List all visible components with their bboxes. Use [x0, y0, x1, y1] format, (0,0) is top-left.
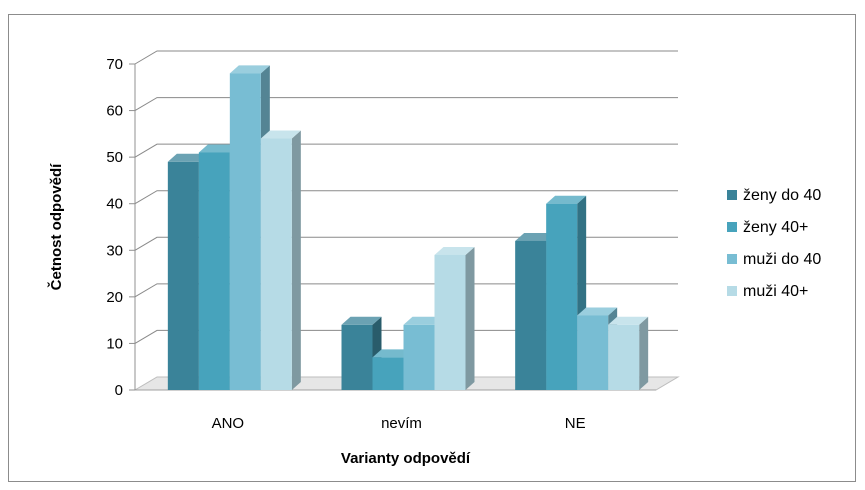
bar-front [167, 161, 199, 390]
bar [608, 316, 649, 390]
bar [341, 316, 382, 390]
y-tick-label: 20 [106, 289, 123, 306]
gridline [134, 143, 678, 158]
bar-top [372, 349, 413, 358]
bar-front [434, 254, 466, 390]
bar-top [198, 144, 239, 153]
bar-top [341, 316, 382, 325]
legend-label: muži do 40 [743, 251, 821, 268]
bar-top [403, 316, 444, 325]
legend-swatch [727, 190, 737, 200]
bar-chart: 0 10 20 30 40 50 60 70 ANO nevím NE Četnost odpov… [47, 50, 821, 467]
gridline [134, 329, 678, 344]
legend-swatch [727, 286, 737, 296]
chart-frame: 0 10 20 30 40 50 60 70 ANO nevím NE Četnost odpov… [8, 14, 856, 482]
legend-swatch [727, 222, 737, 232]
legend: ženy do 40 ženy 40+ muži do 40 muži 40+ [727, 187, 821, 300]
bar-top [260, 130, 301, 139]
bar [434, 246, 475, 390]
x-tick-label: nevím [381, 415, 422, 432]
gridline [134, 283, 678, 298]
legend-entry: muži 40+ [727, 283, 808, 300]
x-tick-label: ANO [212, 415, 245, 432]
bar-front [608, 324, 640, 390]
y-tick-label: 30 [106, 242, 123, 259]
legend-label: muži 40+ [743, 283, 808, 300]
bar-top [229, 65, 270, 74]
bar-top [434, 246, 475, 255]
bar-side [639, 316, 649, 390]
x-axis-ticks: ANO nevím NE [212, 415, 586, 432]
bar-side [465, 246, 475, 390]
bar-front [229, 73, 261, 391]
bar-front [341, 324, 373, 390]
bar-front [260, 138, 292, 390]
bar [546, 195, 587, 390]
y-tick-label: 70 [106, 56, 123, 73]
bar-front [403, 324, 435, 390]
legend-label: ženy do 40 [743, 187, 821, 204]
bar [260, 130, 301, 390]
bar-front [198, 152, 230, 390]
bar-front [372, 357, 404, 390]
y-axis-ticks: 0 10 20 30 40 50 60 70 [106, 56, 135, 399]
gridline [134, 50, 678, 65]
y-tick-label: 10 [106, 335, 123, 352]
legend-entry: ženy do 40 [727, 187, 821, 204]
bars [167, 65, 649, 391]
bar-top [546, 195, 587, 204]
legend-label: ženy 40+ [743, 219, 808, 236]
y-tick-label: 60 [106, 103, 123, 120]
legend-entry: muži do 40 [727, 251, 821, 268]
gridline [134, 190, 678, 205]
bar-front [515, 240, 547, 390]
y-tick-label: 40 [106, 196, 123, 213]
bar-front [546, 203, 578, 390]
legend-swatch [727, 254, 737, 264]
y-axis-title: Četnost odpovědí [47, 163, 65, 290]
bar-top [515, 232, 556, 241]
y-tick-label: 50 [106, 149, 123, 166]
gridline [134, 97, 678, 112]
gridline [134, 236, 678, 251]
legend-entry: ženy 40+ [727, 219, 808, 236]
x-tick-label: NE [565, 415, 586, 432]
x-axis-title: Varianty odpovědí [341, 450, 471, 467]
bar-top [608, 316, 649, 325]
gridlines [134, 50, 678, 344]
y-tick-label: 0 [115, 382, 123, 399]
bar-side [291, 130, 301, 390]
bar-top [167, 153, 208, 162]
bar-front [577, 315, 609, 390]
bar-top [577, 307, 618, 316]
